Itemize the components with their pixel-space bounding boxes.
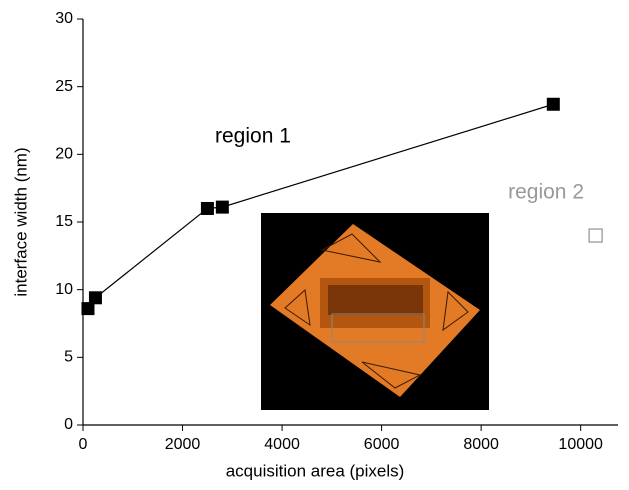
y-tick-label: 15 [55,213,73,230]
y-tick-label: 10 [55,281,73,298]
x-axis-label: acquisition area (pixels) [226,461,405,480]
y-tick-label: 25 [55,78,73,95]
x-tick-label: 8000 [463,436,499,453]
x-tick-label: 10000 [558,436,603,453]
y-tick-label: 5 [64,349,73,366]
inset-image [261,213,489,410]
x-tick-label: 4000 [264,436,300,453]
data-point [589,229,602,242]
region-label: region 1 [215,125,291,148]
chart: acquisition area (pixels) interface widt… [0,0,629,490]
data-point [547,98,560,111]
y-tick-label: 20 [55,146,73,163]
x-tick-label: 6000 [364,436,400,453]
data-point [201,202,214,215]
data-point [89,291,102,304]
region-label: region 2 [508,181,584,204]
x-tick-label: 2000 [165,436,201,453]
x-tick-label: 0 [79,436,88,453]
y-tick-label: 0 [64,416,73,433]
y-axis-label: interface width (nm) [11,147,30,296]
data-point [216,201,229,214]
y-tick-label: 30 [55,10,73,27]
